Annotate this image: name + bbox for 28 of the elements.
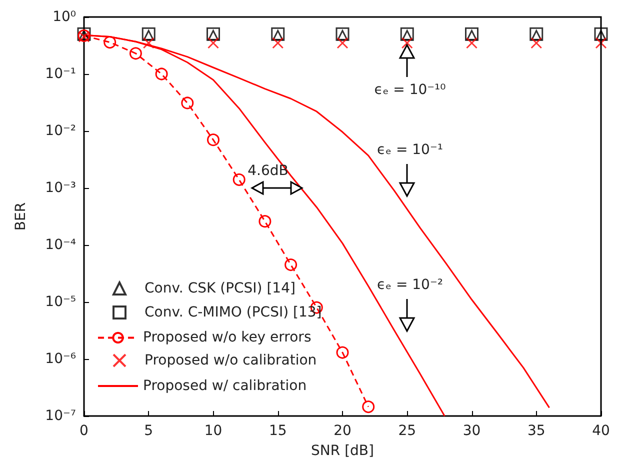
- annotation: ϵₑ = 10⁻¹⁰: [374, 82, 446, 98]
- legend-label: Conv. CSK (PCSI) [14]: [144, 280, 296, 296]
- y-tick-label: 10⁻¹: [45, 66, 76, 82]
- y-tick-label: 10⁻⁴: [45, 237, 76, 253]
- legend-label: Proposed w/o key errors: [143, 330, 312, 346]
- annotation: ϵₑ = 10⁻²: [377, 277, 443, 293]
- x-tick-label: 10: [204, 423, 222, 439]
- x-axis-title: SNR [dB]: [311, 443, 374, 459]
- x-tick-label: 0: [80, 423, 88, 439]
- annotation: ϵₑ = 10⁻¹: [377, 142, 443, 158]
- x-tick-label: 5: [144, 423, 154, 439]
- y-tick-label: 10⁻⁵: [45, 294, 76, 310]
- x-tick-label: 25: [398, 423, 416, 439]
- y-tick-label: 10⁻²: [45, 123, 76, 139]
- y-tick-label: 10⁰: [52, 9, 76, 25]
- y-tick-label: 10⁻³: [45, 180, 76, 196]
- x-tick-label: 30: [462, 423, 481, 439]
- x-tick-label: 20: [334, 423, 352, 439]
- y-tick-label: 10⁻⁶: [45, 351, 76, 367]
- y-tick-label: 10⁻⁷: [45, 408, 76, 424]
- legend-label: Proposed w/ calibration: [143, 378, 307, 394]
- legend-label: Proposed w/o calibration: [144, 352, 317, 368]
- x-tick-label: 40: [592, 423, 610, 439]
- x-tick-label: 15: [268, 423, 287, 439]
- legend-label: Conv. C-MIMO (PCSI) [13]: [144, 304, 322, 320]
- annotation: 4.6dB: [248, 163, 288, 179]
- x-tick-label: 35: [527, 423, 546, 439]
- y-axis-title: BER: [13, 202, 29, 231]
